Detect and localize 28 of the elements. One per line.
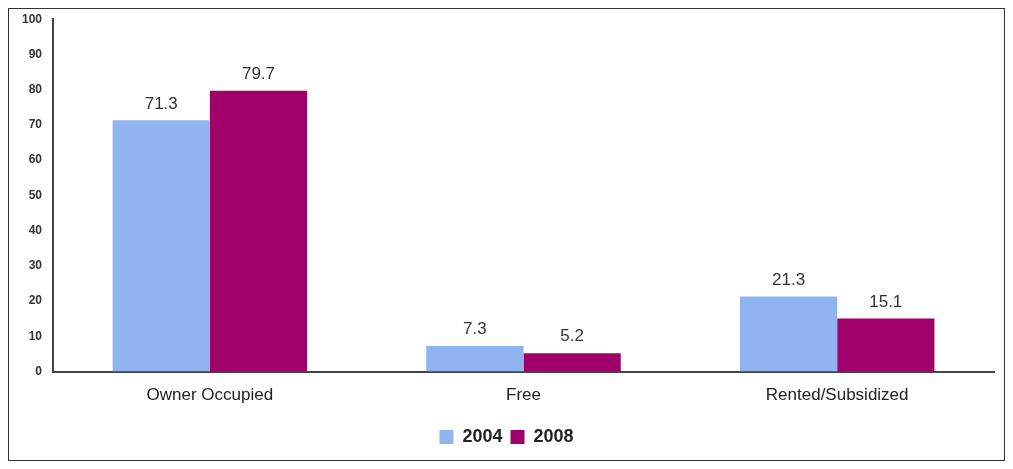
x-tick-label: Rented/Subsidized <box>765 385 909 405</box>
y-tick-label: 0 <box>35 363 43 378</box>
legend-label: 2008 <box>533 425 574 446</box>
data-label: 79.7 <box>241 63 276 83</box>
bar <box>209 90 308 372</box>
data-label: 15.1 <box>869 291 903 311</box>
y-tick-label: 10 <box>28 328 43 343</box>
data-label: 71.3 <box>144 93 178 113</box>
y-tick-label: 70 <box>28 117 43 132</box>
y-tick-label: 90 <box>28 46 43 61</box>
y-tick-label: 30 <box>28 258 43 273</box>
bar <box>837 318 935 372</box>
y-tick-label: 20 <box>28 293 43 308</box>
y-tick-label: 40 <box>28 222 43 237</box>
x-tick-label: Owner Occupied <box>146 385 274 405</box>
data-label: 5.2 <box>560 326 584 346</box>
y-tick-label: 60 <box>28 152 43 167</box>
bar <box>523 353 621 372</box>
y-tick-label: 80 <box>28 81 43 96</box>
y-tick-label: 50 <box>28 187 43 202</box>
legend-label: 2004 <box>462 425 503 446</box>
y-tick-label: 100 <box>21 11 43 26</box>
bar <box>112 120 210 372</box>
x-tick-label: Free <box>506 385 541 405</box>
bar <box>426 345 524 372</box>
data-label: 21.3 <box>772 269 806 289</box>
bar <box>739 296 838 372</box>
data-label: 7.3 <box>463 319 487 339</box>
